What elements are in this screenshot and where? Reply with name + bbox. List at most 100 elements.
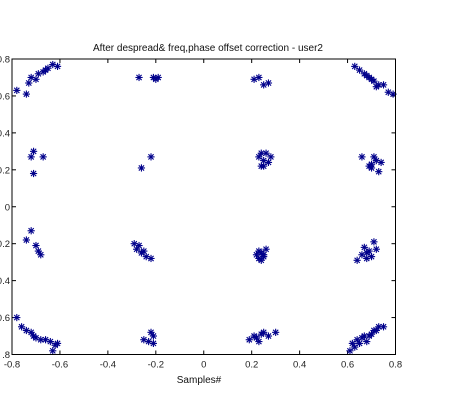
y-tick-label: 0.2 xyxy=(0,165,10,176)
data-point xyxy=(255,153,263,161)
data-point xyxy=(262,149,270,157)
data-point xyxy=(379,323,388,331)
y-tick-label: 0.4 xyxy=(0,276,10,287)
x-axis-label: Samples# xyxy=(177,375,222,386)
y-tick-label: 0.2 xyxy=(0,239,10,250)
data-point xyxy=(32,241,40,250)
data-point xyxy=(34,247,42,255)
ticks: -0.8.8 -0.6 0.6 -0.4 0.4 -0.2 0.2 0 0 0.2 0.2 0.4 0.… xyxy=(0,55,402,371)
data-point xyxy=(351,62,359,70)
data-point xyxy=(27,153,35,161)
data-point xyxy=(22,236,30,244)
y-tick-label: 0 xyxy=(5,202,10,213)
data-point xyxy=(377,158,385,167)
y-tick-label: 0.4 xyxy=(0,128,10,139)
data-point xyxy=(360,332,368,340)
data-point xyxy=(135,241,143,250)
data-point xyxy=(245,336,253,344)
data-point xyxy=(370,238,378,246)
data-point xyxy=(135,73,143,82)
data-point xyxy=(363,72,371,80)
data-point xyxy=(149,332,158,340)
data-point xyxy=(389,90,397,98)
data-point xyxy=(13,86,21,94)
data-point xyxy=(147,153,155,161)
data-point xyxy=(375,323,383,331)
x-tick-label: 0.8 xyxy=(389,360,402,371)
x-tick-label: 0.6 xyxy=(341,360,354,371)
data-point xyxy=(137,164,146,172)
x-tick-label: -0.2 xyxy=(148,360,164,371)
data-point xyxy=(39,153,47,161)
data-point xyxy=(355,339,364,348)
data-point xyxy=(260,251,268,259)
x-tick-label: -0.6 xyxy=(52,360,68,371)
x-tick-label: 0.4 xyxy=(293,360,306,371)
data-point xyxy=(41,66,50,74)
data-point xyxy=(260,162,268,170)
data-point xyxy=(264,79,273,87)
data-point xyxy=(27,328,35,336)
x-tick-label: 0.2 xyxy=(245,360,258,371)
data-point xyxy=(53,62,62,70)
y-tick-label: 0.8 xyxy=(0,55,10,66)
data-point xyxy=(17,323,26,331)
data-point xyxy=(147,254,155,263)
y-tick-label: 0.6 xyxy=(0,91,10,102)
data-point xyxy=(372,326,380,335)
data-point xyxy=(49,347,57,355)
data-point xyxy=(365,247,373,255)
chart-title: After despread& freq,phase offset correc… xyxy=(93,43,323,54)
data-point xyxy=(264,158,273,167)
x-tick-label: -0.4 xyxy=(100,360,116,371)
data-point xyxy=(267,153,275,161)
x-tick-label: 0 xyxy=(201,360,206,371)
data-point xyxy=(272,328,280,336)
data-point xyxy=(367,160,376,168)
data-point xyxy=(255,73,263,82)
data-point xyxy=(363,254,371,263)
data-point xyxy=(346,347,354,355)
data-point xyxy=(255,337,263,346)
data-point xyxy=(348,339,356,348)
data-point xyxy=(375,168,383,176)
data-point xyxy=(363,337,371,346)
data-point xyxy=(255,254,263,263)
data-point xyxy=(358,153,366,161)
data-point xyxy=(53,339,62,348)
data-point xyxy=(22,90,30,98)
data-point xyxy=(370,77,378,85)
y-tick-label: .8 xyxy=(2,350,10,361)
data-point xyxy=(149,339,158,348)
data-point xyxy=(370,153,378,161)
data-point xyxy=(252,334,261,342)
data-point xyxy=(46,337,54,346)
data-point xyxy=(351,343,359,351)
data-point xyxy=(353,256,361,264)
data-point xyxy=(372,83,380,91)
data-point xyxy=(25,79,33,87)
data-point xyxy=(133,245,141,253)
data-point xyxy=(262,245,270,253)
data-point xyxy=(355,66,364,74)
data-point xyxy=(367,330,376,338)
data-points xyxy=(13,60,397,355)
data-point xyxy=(252,251,261,259)
data-point xyxy=(29,147,38,155)
data-point xyxy=(147,328,155,336)
data-point xyxy=(260,328,268,336)
data-point xyxy=(37,251,45,259)
data-point xyxy=(13,313,21,322)
data-point xyxy=(360,243,368,251)
axes-frame xyxy=(11,58,396,355)
data-point xyxy=(140,247,148,255)
data-point xyxy=(27,227,35,235)
data-point xyxy=(32,75,40,83)
data-point xyxy=(152,75,160,83)
y-tick-label: 0.6 xyxy=(0,313,10,324)
data-point xyxy=(264,332,273,340)
data-point xyxy=(379,81,388,89)
